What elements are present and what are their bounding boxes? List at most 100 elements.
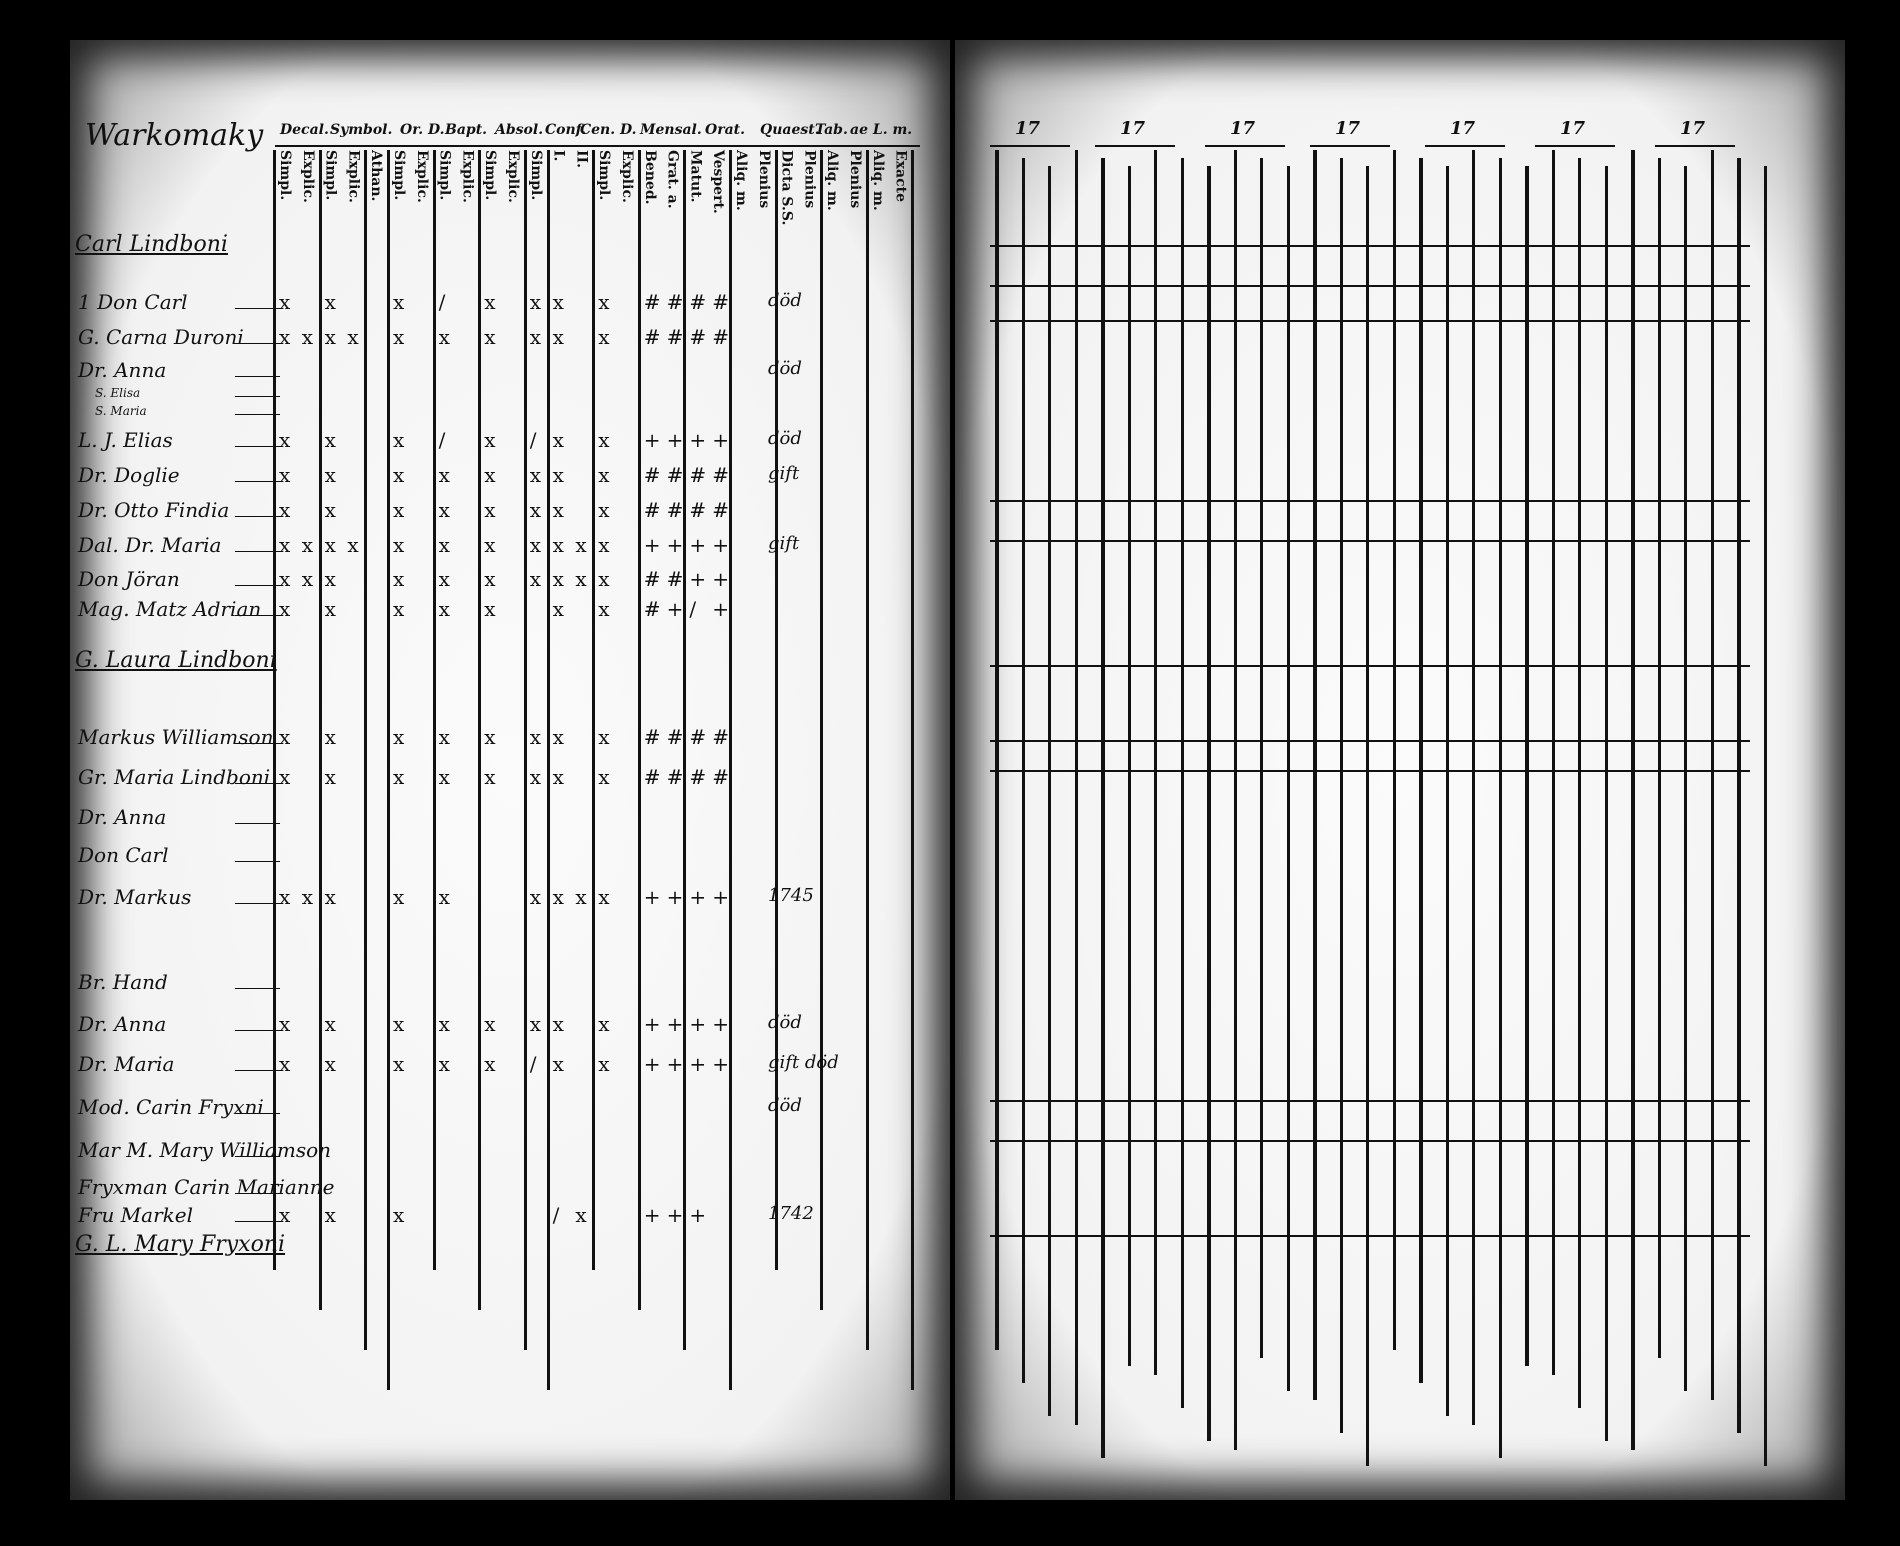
row-note: 1745 bbox=[768, 885, 814, 906]
column-header: Simpl. bbox=[391, 150, 407, 201]
row-name: Dr. Otto Findia bbox=[78, 498, 230, 522]
section-heading: G. L. Mary Fryxoni bbox=[75, 1232, 286, 1257]
section-heading: G. Laura Lindboni bbox=[75, 648, 277, 673]
ruling-vertical bbox=[1737, 158, 1741, 1433]
mark: + bbox=[689, 1052, 707, 1076]
ruling-vertical bbox=[1074, 150, 1078, 1425]
mark: x bbox=[324, 567, 336, 591]
mark: x bbox=[438, 498, 450, 522]
column-header: Explic. bbox=[505, 150, 521, 203]
row-leader bbox=[235, 903, 280, 904]
column-rule bbox=[637, 150, 641, 1310]
mark: # bbox=[643, 597, 661, 621]
column-header: Aliq. m. bbox=[869, 150, 886, 211]
mark: x bbox=[484, 498, 496, 522]
mark: + bbox=[712, 567, 729, 591]
mark: x bbox=[324, 290, 336, 314]
mark: x bbox=[347, 325, 359, 349]
mark: x bbox=[279, 765, 291, 789]
mark: x bbox=[484, 765, 496, 789]
mark: + bbox=[712, 597, 729, 621]
row-leader bbox=[235, 551, 280, 552]
ruling-horizontal bbox=[990, 1140, 1750, 1142]
row-note: gift bbox=[768, 533, 800, 554]
column-header: Bened. bbox=[641, 150, 658, 205]
mark: x bbox=[301, 567, 314, 591]
group-header: Quaest. bbox=[760, 122, 820, 138]
mark: x bbox=[324, 597, 336, 621]
mark: + bbox=[689, 1203, 707, 1227]
mark: x bbox=[552, 567, 564, 591]
mark: x bbox=[279, 533, 291, 557]
ruling-vertical bbox=[1313, 150, 1317, 1400]
mark: # bbox=[666, 290, 684, 314]
ruling-vertical bbox=[1657, 158, 1661, 1358]
mark: + bbox=[712, 1052, 729, 1076]
ruling-vertical bbox=[1101, 158, 1105, 1458]
column-rule bbox=[273, 150, 276, 1270]
row-name: Dr. Anna bbox=[78, 805, 167, 829]
mark: + bbox=[643, 533, 661, 557]
row-note: 1742 bbox=[768, 1203, 814, 1224]
mark: # bbox=[689, 463, 707, 487]
ruling-vertical bbox=[1551, 150, 1555, 1375]
mark: # bbox=[712, 498, 729, 522]
mark: x bbox=[552, 725, 564, 749]
mark: x bbox=[279, 885, 291, 909]
mark: x bbox=[598, 885, 610, 909]
column-header: Aliq. m. bbox=[824, 150, 841, 211]
mark: + bbox=[666, 1052, 684, 1076]
ruling-vertical bbox=[1154, 150, 1157, 1375]
mark: x bbox=[598, 428, 610, 452]
mark: + bbox=[689, 885, 707, 909]
mark: x bbox=[484, 463, 496, 487]
row-leader bbox=[235, 481, 280, 482]
mark: + bbox=[689, 428, 707, 452]
mark: + bbox=[712, 428, 729, 452]
mark: x bbox=[484, 597, 496, 621]
group-header: Decal. bbox=[280, 122, 329, 138]
mark: x bbox=[279, 463, 291, 487]
ruling-horizontal bbox=[990, 540, 1750, 542]
column-header: Explic. bbox=[413, 150, 430, 203]
mark: x bbox=[393, 1012, 405, 1036]
column-rule bbox=[592, 150, 596, 1270]
mark: x bbox=[484, 567, 496, 591]
mark: + bbox=[712, 533, 729, 557]
mark: x bbox=[393, 428, 405, 452]
column-header: II. bbox=[573, 150, 590, 168]
left-page bbox=[70, 40, 950, 1500]
mark: x bbox=[393, 498, 405, 522]
group-header: Mensal. bbox=[640, 122, 702, 138]
row-note: död bbox=[768, 358, 802, 379]
column-header: Simpl. bbox=[527, 150, 544, 201]
mark: x bbox=[529, 290, 542, 314]
mark: x bbox=[529, 765, 542, 789]
mark: x bbox=[438, 463, 450, 487]
row-name: Dr. Anna bbox=[78, 1012, 167, 1036]
mark: x bbox=[552, 533, 564, 557]
mark: x bbox=[393, 463, 405, 487]
row-name: Br. Hand bbox=[78, 970, 168, 994]
mark: x bbox=[529, 463, 542, 487]
mark: x bbox=[529, 498, 542, 522]
group-header: Conf. bbox=[545, 122, 587, 138]
mark: x bbox=[279, 725, 291, 749]
mark: x bbox=[529, 885, 542, 909]
mark: x bbox=[552, 885, 564, 909]
mark: # bbox=[712, 725, 729, 749]
row-leader bbox=[235, 861, 280, 862]
mark: + bbox=[712, 1012, 729, 1036]
year-header: 17 bbox=[1120, 118, 1146, 139]
column-rule bbox=[523, 150, 527, 1350]
ruling-vertical bbox=[1710, 150, 1714, 1400]
mark: / bbox=[689, 597, 697, 621]
ruling-vertical bbox=[995, 150, 999, 1350]
group-header: ae L. m. bbox=[850, 122, 913, 138]
header-rule bbox=[275, 145, 920, 147]
row-name: Fryxman Carin Marianne bbox=[78, 1175, 335, 1199]
mark: x bbox=[575, 885, 587, 909]
mark: x bbox=[598, 290, 610, 314]
mark: x bbox=[598, 498, 610, 522]
row-leader bbox=[235, 988, 280, 989]
